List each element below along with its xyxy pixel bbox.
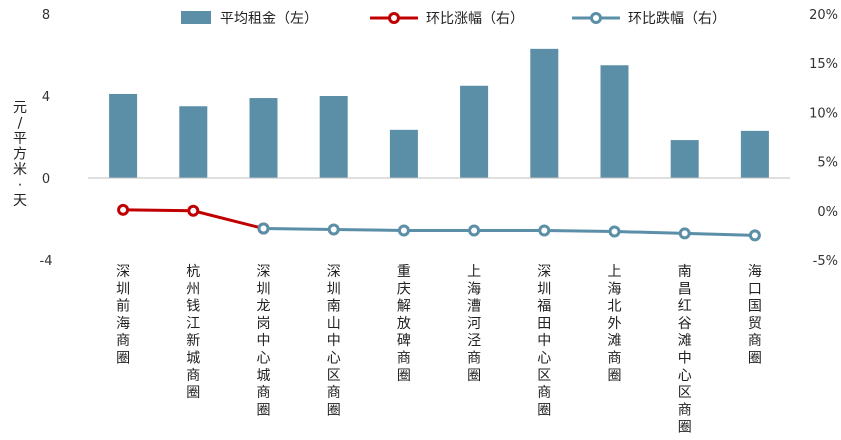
legend-item-down-line: 环比跌幅（右）	[572, 11, 726, 27]
line-point	[608, 225, 621, 238]
legend-down-label: 环比跌幅（右）	[628, 11, 726, 27]
bar	[460, 85, 489, 178]
line-point	[538, 224, 551, 237]
bar-series	[109, 48, 769, 178]
right-tick-label: -5%	[813, 254, 838, 269]
legend-up-label: 环比涨幅（右）	[426, 11, 524, 27]
line-series	[117, 203, 761, 242]
category-labels: 深圳前海商圈 杭州钱江新城商圈 深圳龙岗中心城商圈 深圳南山中心区商圈 重庆解放碑商圈 上…	[116, 264, 762, 436]
category-label: 南昌红谷滩中心区商圈	[678, 264, 692, 436]
category-label: 海口国贸商圈	[748, 264, 762, 367]
y-axis-label-char: 平	[13, 131, 27, 147]
category-label: 深圳南山中心区商圈	[327, 264, 341, 418]
right-axis-ticks: 20% 15% 10% 5% 0% -5%	[809, 8, 838, 269]
y-axis-label-left: 元/平方米·天	[13, 100, 27, 209]
category-label: 上海漕河泾商圈	[467, 264, 481, 384]
line-point	[468, 224, 481, 237]
category-label: 深圳福田中心区商圈	[537, 264, 551, 418]
y-axis-label-char: 方	[13, 147, 27, 163]
left-tick-label: 0	[42, 172, 50, 187]
legend-item-bar: 平均租金（左）	[181, 11, 318, 27]
line-point	[327, 223, 340, 236]
right-tick-label: 10%	[809, 106, 838, 121]
legend-item-up-line: 环比涨幅（右）	[370, 11, 524, 27]
bar	[249, 98, 278, 178]
line-point	[187, 204, 200, 217]
category-label: 上海北外滩商圈	[608, 264, 622, 384]
legend-bar-swatch	[181, 11, 211, 24]
bar	[109, 93, 138, 178]
bar	[740, 130, 769, 178]
bar	[600, 65, 629, 178]
y-axis-label-char: 元	[13, 100, 27, 116]
left-tick-label: 4	[42, 90, 50, 105]
category-label: 深圳龙岗中心城商圈	[257, 264, 271, 418]
right-tick-label: 5%	[817, 156, 838, 171]
category-label: 重庆解放碑商圈	[397, 264, 411, 384]
right-tick-label: 0%	[817, 205, 838, 220]
category-label: 杭州钱江新城商圈	[186, 264, 200, 401]
legend: 平均租金（左） 环比涨幅（右） 环比跌幅（右）	[181, 11, 726, 27]
line-point	[748, 229, 761, 242]
left-tick-label: 8	[42, 8, 50, 23]
left-axis-ticks: 8 4 0 -4	[40, 8, 53, 269]
series-line	[263, 227, 755, 237]
y-axis-label-char: ·	[18, 178, 22, 194]
left-tick-label: -4	[40, 254, 53, 269]
line-point	[678, 227, 691, 240]
right-tick-label: 20%	[809, 8, 838, 23]
bar	[179, 106, 208, 178]
bar	[319, 96, 348, 178]
line-point	[397, 224, 410, 237]
right-tick-label: 15%	[809, 57, 838, 72]
y-axis-label-char: 米	[13, 162, 27, 178]
bar	[530, 48, 559, 178]
legend-up-marker	[388, 12, 400, 24]
category-label: 深圳前海商圈	[116, 264, 130, 367]
bar	[389, 129, 418, 178]
legend-down-marker	[590, 12, 602, 24]
bar	[670, 140, 699, 178]
line-point	[257, 222, 270, 235]
line-point	[117, 203, 130, 216]
legend-bar-label: 平均租金（左）	[220, 11, 318, 27]
y-axis-label-char: 天	[13, 193, 27, 209]
y-axis-label-char: /	[18, 116, 23, 132]
